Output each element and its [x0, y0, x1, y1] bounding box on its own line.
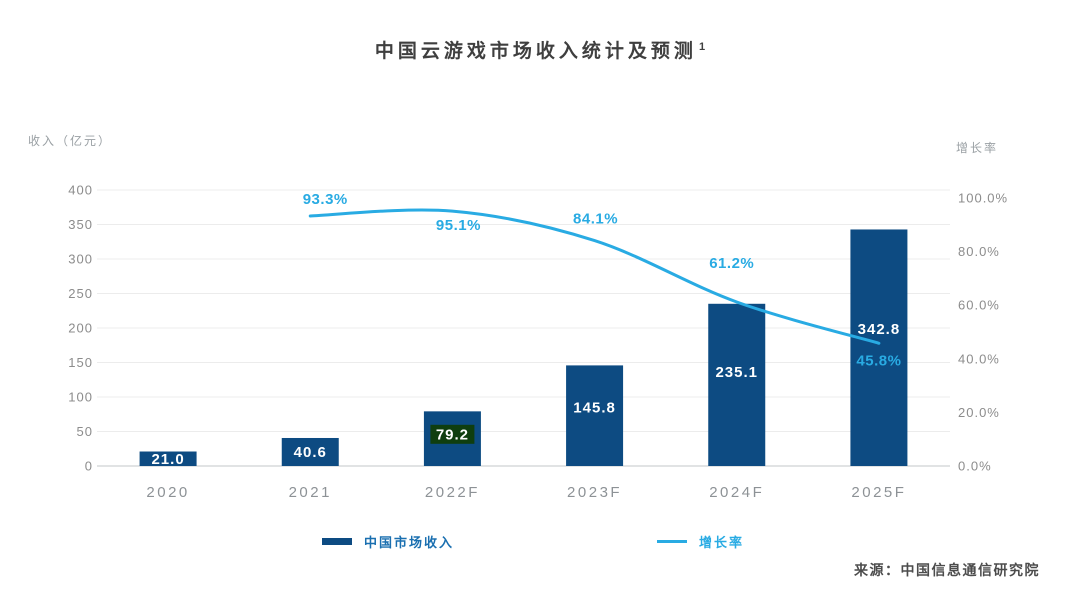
- growth-rate-line: [308, 208, 881, 345]
- legend-item-revenue: 中国市场收入: [322, 533, 455, 550]
- legend-item-growth: 增长率: [657, 533, 745, 550]
- bar-value-label: 235.1: [715, 364, 758, 381]
- page-title-text: 中国云游戏市场收入统计及预测: [374, 41, 697, 62]
- right-axis-tick-label: 20.0%: [958, 405, 1000, 420]
- bar-2020: [139, 451, 197, 466]
- left-axis-tick-label: 200: [68, 321, 93, 336]
- bar-2021: [281, 437, 339, 466]
- revenue-bar-swatch-icon: [322, 537, 352, 545]
- right-axis-tick-label: 0.0%: [958, 459, 992, 474]
- right-axis-tick-label: 100.0%: [958, 191, 1008, 206]
- right-axis-title: 增长率: [955, 141, 998, 155]
- growth-value-label: 61.2%: [709, 255, 754, 272]
- bar-value-label: 79.2: [436, 426, 469, 443]
- highlight-box: [430, 424, 475, 444]
- bar-value-label: 342.8: [858, 321, 901, 338]
- left-axis-tick-label: 100: [68, 390, 93, 405]
- bar-value-label: 21.0: [151, 451, 184, 468]
- left-axis-tick-label: 400: [68, 183, 93, 198]
- bar-value-label: 145.8: [573, 400, 616, 417]
- x-axis-label-2025F: 2025F: [851, 484, 906, 501]
- growth-value-label: 45.8%: [856, 352, 901, 369]
- left-axis-tick-label: 300: [68, 252, 93, 267]
- bar-value-label: 40.6: [294, 444, 327, 461]
- left-axis-tick-label: 150: [68, 355, 93, 370]
- page-title: 中国云游戏市场收入统计及预测 1: [0, 36, 1080, 63]
- x-axis-label-2020: 2020: [146, 484, 189, 501]
- x-axis-label-2022F: 2022F: [425, 484, 480, 501]
- left-axis-tick-label: 250: [68, 286, 93, 301]
- bar-2025F: [850, 229, 908, 466]
- title-footnote-marker: 1: [698, 40, 706, 53]
- legend-growth-label: 增长率: [699, 534, 745, 550]
- x-axis-label-2021: 2021: [289, 484, 332, 501]
- left-axis-tick-label: 0: [85, 459, 93, 474]
- right-axis-tick-label: 80.0%: [958, 244, 1000, 259]
- right-axis-tick-label: 40.0%: [958, 351, 1000, 366]
- source-attribution: 来源：中国信息通信研究院: [854, 562, 1040, 578]
- legend-revenue-label: 中国市场收入: [364, 534, 455, 550]
- growth-value-label: 93.3%: [303, 191, 348, 208]
- left-axis-tick-label: 350: [68, 217, 93, 232]
- x-axis-label-2023F: 2023F: [567, 484, 622, 501]
- left-axis-tick-label: 50: [77, 424, 93, 439]
- growth-value-label: 84.1%: [573, 211, 618, 228]
- x-axis-label-2024F: 2024F: [709, 484, 764, 501]
- growth-line-swatch-icon: [657, 539, 687, 543]
- bar-2024F: [708, 303, 766, 466]
- right-axis-tick-label: 60.0%: [958, 298, 1000, 313]
- growth-value-label: 95.1%: [436, 217, 481, 234]
- bar-2023F: [566, 365, 624, 466]
- left-axis-title: 收入（亿元）: [28, 134, 113, 148]
